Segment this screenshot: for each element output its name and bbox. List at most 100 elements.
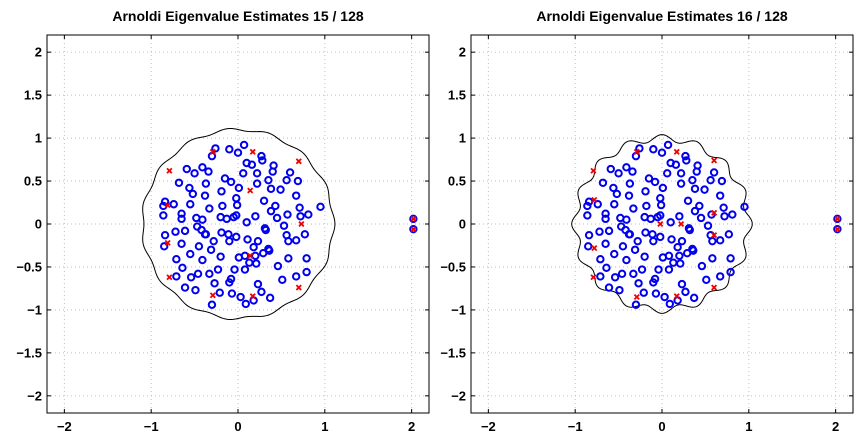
eigenvalue-marker xyxy=(688,244,697,254)
boundary-curve xyxy=(571,134,753,314)
x-tick-label: 0 xyxy=(234,419,241,434)
eigenvalue-marker xyxy=(675,251,684,260)
eigenvalue-marker xyxy=(637,265,647,274)
eigenvalue-marker xyxy=(243,235,252,244)
eigenvalue-marker xyxy=(160,197,170,206)
eigenvalue-marker xyxy=(186,273,196,282)
eigenvalue-marker xyxy=(259,196,269,206)
eigenvalue-marker xyxy=(282,175,291,185)
eigenvalue-marker xyxy=(180,283,190,292)
eigenvalue-marker xyxy=(717,176,727,186)
eigenvalue-marker xyxy=(192,213,201,223)
eigenvalue-marker xyxy=(682,156,691,165)
eigenvalue-marker xyxy=(615,285,624,295)
eigenvalue-marker xyxy=(197,225,206,235)
eigenvalue-marker xyxy=(593,200,602,209)
x-tick-label: 2 xyxy=(408,419,415,434)
x-tick-label: 2 xyxy=(832,419,839,434)
eigenvalue-marker xyxy=(266,184,276,193)
eigenvalue-marker xyxy=(656,200,666,210)
eigenvalue-marker xyxy=(604,226,614,236)
eigenvalue-marker xyxy=(666,218,675,227)
eigenvalue-marker xyxy=(630,245,640,254)
x-tick-label: −1 xyxy=(144,419,159,434)
eigenvalue-marker xyxy=(635,144,644,153)
eigenvalue-marker xyxy=(596,255,605,264)
eigenvalue-marker xyxy=(703,221,713,230)
ritz-value-marker xyxy=(834,215,841,222)
eigenvalue-marker xyxy=(230,265,239,274)
ritz-value-marker xyxy=(591,196,598,203)
eigenvalue-marker xyxy=(291,191,301,200)
eigenvalue-marker xyxy=(610,273,620,282)
eigenvalue-marker xyxy=(251,212,260,221)
eigenvalue-marker xyxy=(273,261,283,271)
y-tick-label: −1.5 xyxy=(440,345,466,360)
eigenvalue-marker xyxy=(177,239,186,248)
eigenvalue-marker xyxy=(296,212,305,221)
eigenvalue-marker xyxy=(616,213,625,223)
eigenvalue-marker xyxy=(618,242,628,251)
eigenvalue-marker xyxy=(650,177,660,187)
ritz-value-marker xyxy=(834,226,841,233)
y-tick-label: −0.5 xyxy=(440,259,466,274)
eigenvalue-marker xyxy=(272,213,282,223)
eigenvalue-marker xyxy=(215,288,224,297)
y-tick-label: 0 xyxy=(459,217,466,232)
eigenvalue-marker xyxy=(689,293,699,303)
ritz-value-marker xyxy=(673,293,680,300)
eigenvalue-marker xyxy=(217,228,226,237)
eigenvalue-marker xyxy=(182,164,191,174)
eigenvalue-marker xyxy=(302,254,311,263)
eigenvalue-marker xyxy=(604,283,614,292)
eigenvalue-marker xyxy=(644,174,654,183)
eigenvalue-marker xyxy=(257,151,266,161)
eigenvalue-marker xyxy=(706,175,715,185)
eigenvalue-marker xyxy=(719,203,728,212)
eigenvalue-marker xyxy=(629,204,638,213)
ritz-value-marker xyxy=(247,252,254,259)
eigenvalue-marker xyxy=(601,214,610,224)
y-tick-label: 0 xyxy=(35,217,42,232)
eigenvalue-marker xyxy=(683,196,693,206)
eigenvalue-marker xyxy=(700,185,709,194)
eigenvalue-marker xyxy=(232,211,241,220)
eigenvalue-marker xyxy=(300,230,310,239)
eigenvalue-marker xyxy=(673,242,682,252)
eigenvalue-marker xyxy=(160,230,170,240)
eigenvalue-marker xyxy=(667,235,676,244)
eigenvalue-marker xyxy=(252,179,262,188)
ritz-value-marker xyxy=(209,292,216,299)
ritz-value-marker xyxy=(166,167,173,174)
eigenvalue-marker xyxy=(657,148,667,157)
eigenvalue-marker xyxy=(697,261,707,271)
eigenvalue-marker xyxy=(240,251,250,260)
eigenvalue-marker xyxy=(258,156,267,165)
eigenvalue-marker xyxy=(602,263,611,273)
eigenvalue-marker xyxy=(209,236,218,246)
eigenvalue-marker xyxy=(225,145,234,154)
eigenvalue-marker xyxy=(178,263,187,273)
eigenvalue-marker xyxy=(583,211,592,220)
eigenvalue-marker xyxy=(660,292,669,302)
eigenvalue-marker xyxy=(708,254,717,263)
eigenvalue-marker xyxy=(629,269,638,279)
eigenvalue-marker xyxy=(186,249,195,259)
ritz-value-marker xyxy=(633,148,640,155)
eigenvalue-marker xyxy=(232,232,241,242)
eigenvalue-marker xyxy=(198,255,207,265)
ritz-value-marker xyxy=(678,220,685,228)
eigenvalue-marker xyxy=(171,227,180,236)
eigenvalue-marker xyxy=(201,179,211,188)
eigenvalue-marker xyxy=(227,289,237,298)
eigenvalue-marker xyxy=(690,206,700,216)
eigenvalue-marker xyxy=(264,244,273,254)
eigenvalue-marker xyxy=(595,227,604,236)
eigenvalue-marker xyxy=(226,177,236,187)
eigenvalue-marker xyxy=(291,236,301,245)
x-tick-label: −1 xyxy=(568,419,583,434)
eigenvalue-marker xyxy=(671,160,681,169)
eigenvalue-marker xyxy=(245,258,254,267)
eigenvalue-marker xyxy=(194,242,204,251)
eigenvalue-marker xyxy=(193,269,203,279)
